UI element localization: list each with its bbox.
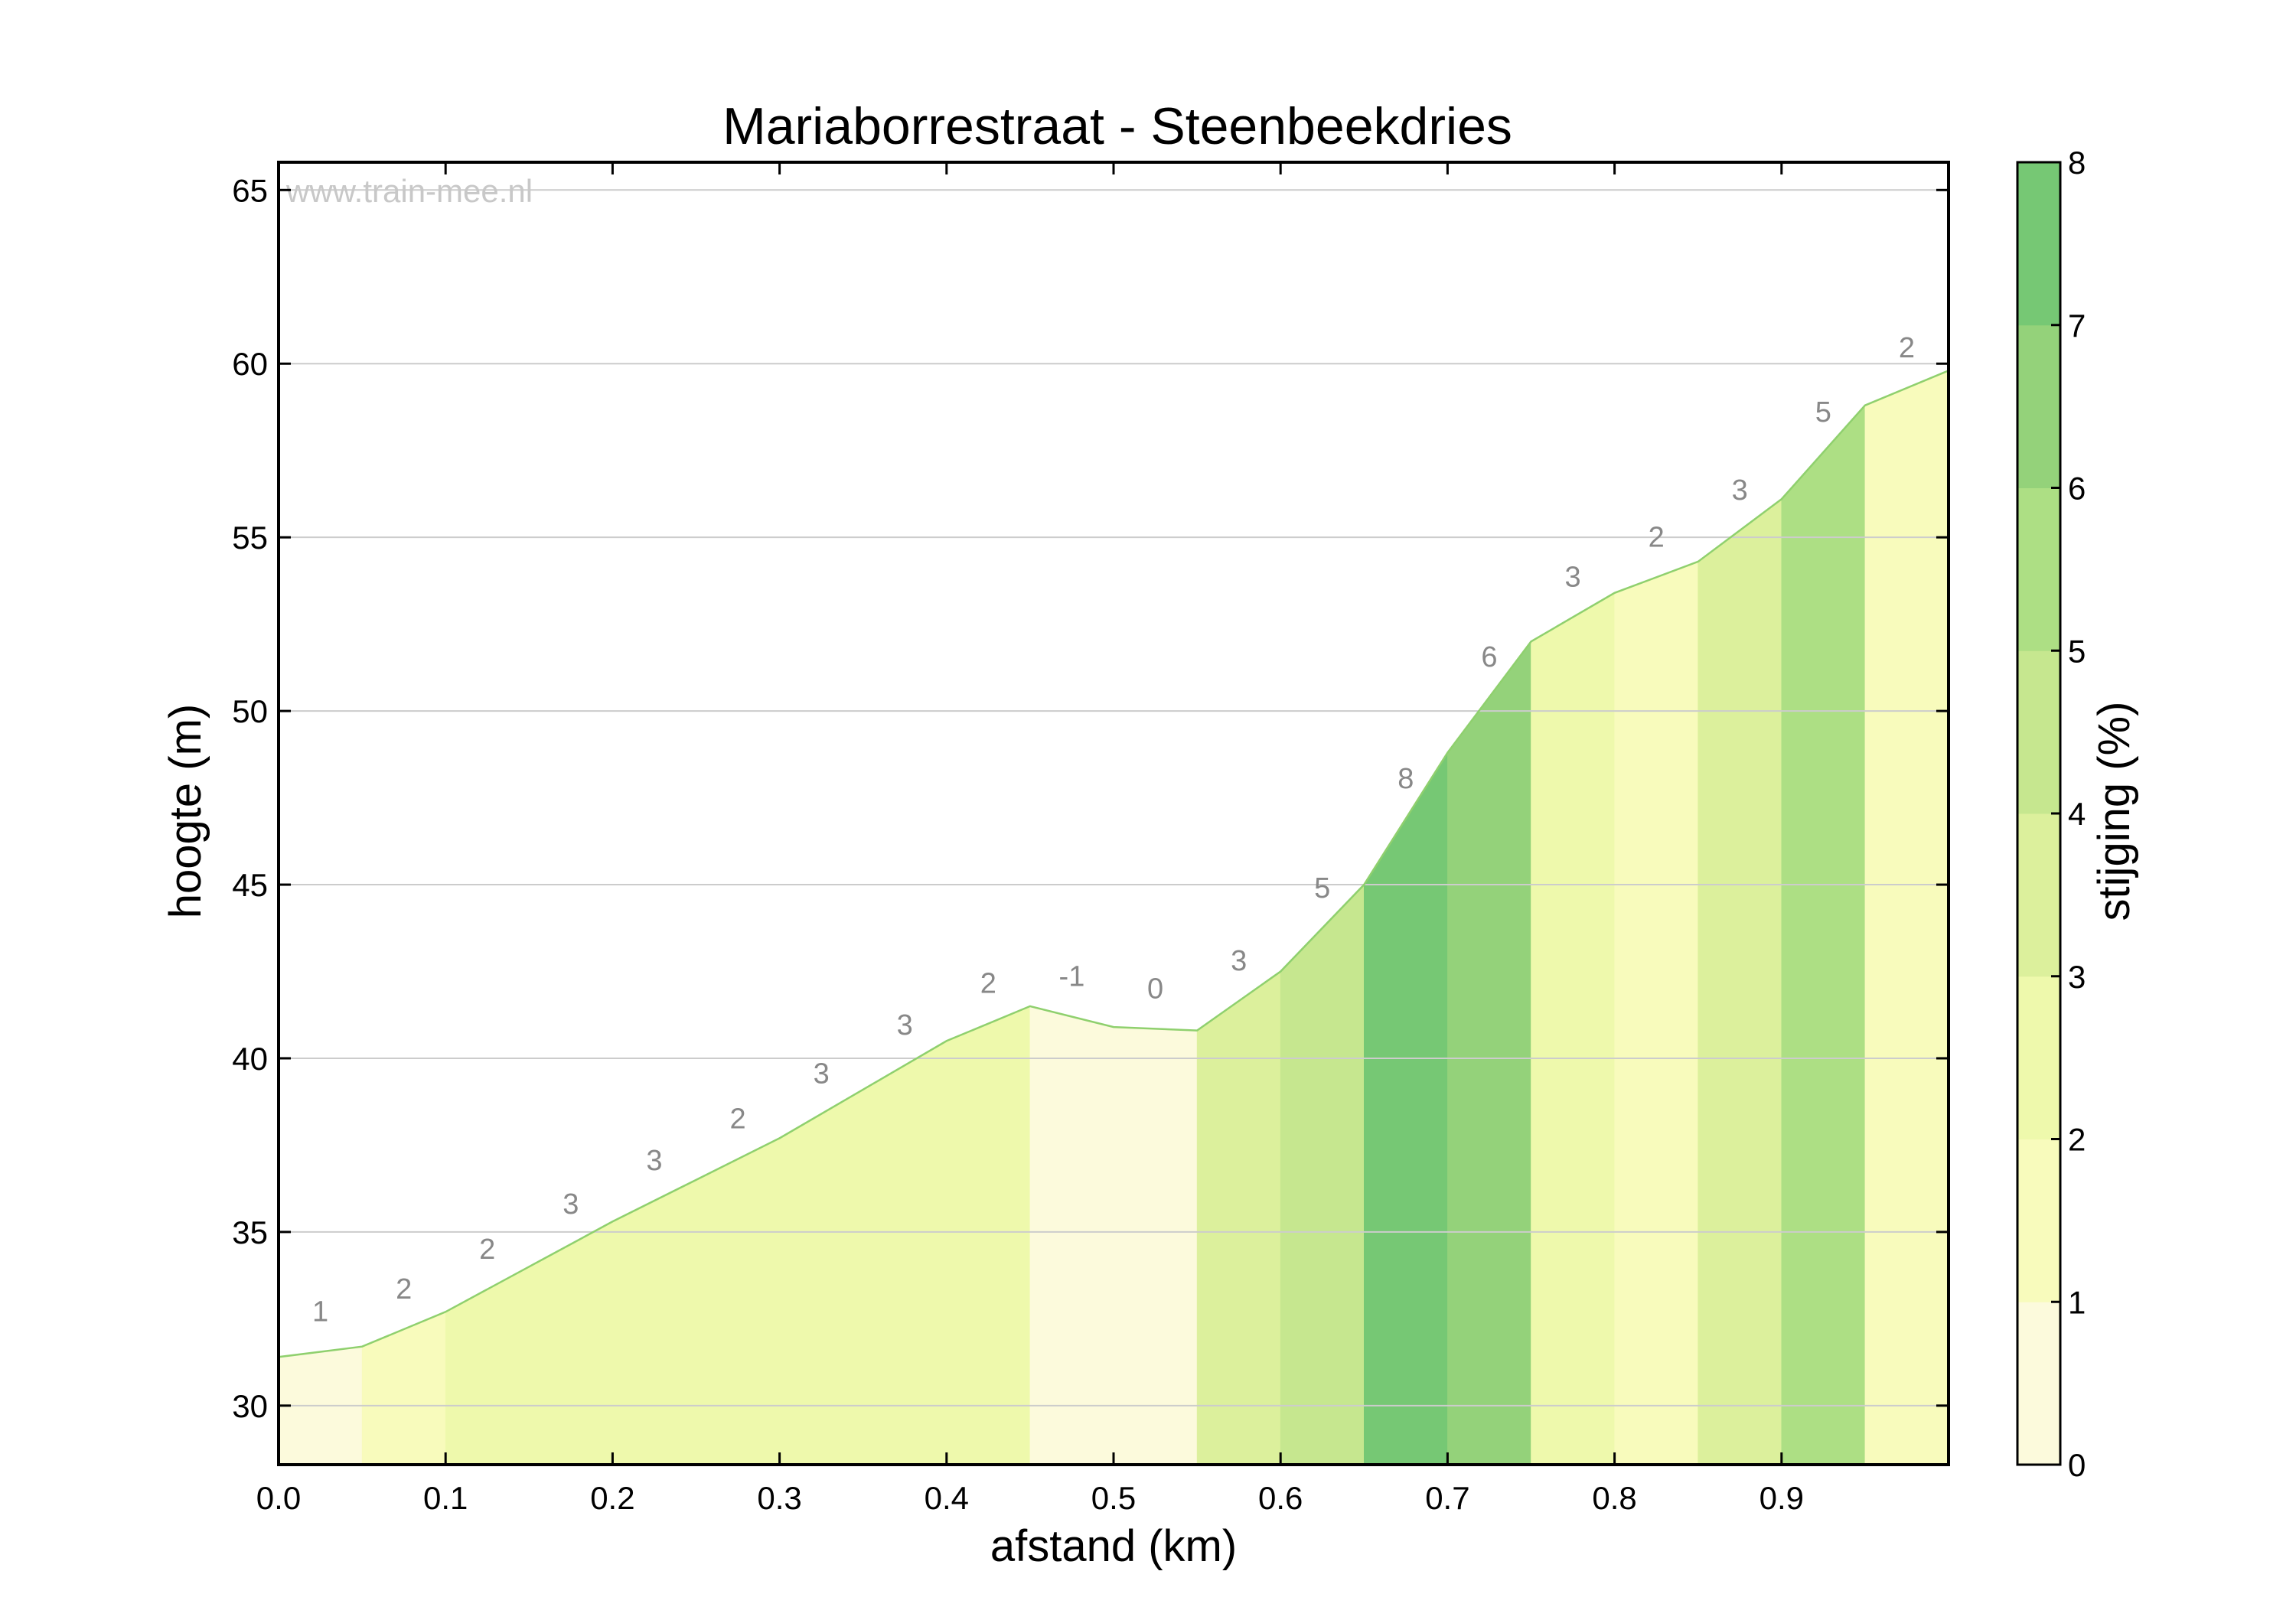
y-axis-title: hoogte (m) bbox=[161, 704, 210, 918]
segment-gradient-label: 8 bbox=[1397, 763, 1414, 795]
y-tick-label: 65 bbox=[232, 172, 268, 208]
y-tick-label: 35 bbox=[232, 1214, 268, 1250]
chart-title: Mariaborrestraat - Steenbeekdries bbox=[722, 97, 1512, 155]
y-tick-label: 55 bbox=[232, 520, 268, 556]
x-axis: 0.0 0.1 0.2 0.3 0.4 0.5 0.6 0.7 0.8 0.9 bbox=[256, 162, 1804, 1516]
segment-gradient-label: 3 bbox=[646, 1145, 662, 1177]
colorbar-band bbox=[2017, 813, 2060, 977]
x-tick-label: 0.1 bbox=[423, 1480, 468, 1516]
gradient-segments bbox=[278, 370, 1949, 1465]
gradient-segment bbox=[1531, 592, 1615, 1465]
y-tick-label: 45 bbox=[232, 867, 268, 903]
colorbar-tick-label: 5 bbox=[2068, 633, 2086, 669]
gradient-segment bbox=[1029, 1006, 1114, 1465]
colorbar-tick-label: 6 bbox=[2068, 471, 2086, 507]
colorbar-tick-label: 2 bbox=[2068, 1122, 2086, 1158]
colorbar-band bbox=[2017, 162, 2060, 326]
segment-gradient-label: 2 bbox=[729, 1103, 745, 1136]
segment-gradient-label: -1 bbox=[1059, 961, 1085, 993]
segment-gradient-label: 3 bbox=[897, 1009, 913, 1041]
y-tick-label: 40 bbox=[232, 1041, 268, 1077]
gradient-segment bbox=[946, 1006, 1031, 1465]
segment-gradient-label: 3 bbox=[1231, 945, 1247, 977]
colorbar-title: stijging (%) bbox=[2089, 702, 2139, 921]
segment-gradient-label: 2 bbox=[1649, 521, 1665, 553]
watermark: www.train-mee.nl bbox=[285, 173, 533, 209]
x-tick-label: 0.4 bbox=[925, 1480, 969, 1516]
segment-gradient-label: 1 bbox=[312, 1296, 328, 1328]
segment-gradient-label: 3 bbox=[1564, 562, 1580, 594]
x-tick-label: 0.8 bbox=[1592, 1480, 1636, 1516]
y-tick-label: 60 bbox=[232, 346, 268, 382]
segment-gradient-label: 3 bbox=[1732, 474, 1748, 507]
gradient-segment bbox=[1196, 970, 1281, 1465]
segment-gradient-label: 0 bbox=[1147, 973, 1163, 1005]
segment-gradient-label: 3 bbox=[814, 1058, 830, 1090]
segment-gradient-label: 2 bbox=[396, 1273, 412, 1305]
gradient-segment bbox=[1113, 1026, 1198, 1465]
colorbar-tick-label: 1 bbox=[2068, 1284, 2086, 1320]
gradient-segment bbox=[528, 1221, 613, 1465]
segment-gradient-label: 5 bbox=[1314, 872, 1330, 905]
x-tick-label: 0.7 bbox=[1425, 1480, 1469, 1516]
colorbar-tick-label: 0 bbox=[2068, 1447, 2086, 1483]
segment-gradient-label: 2 bbox=[1899, 332, 1915, 364]
gradient-segment bbox=[779, 1089, 863, 1465]
colorbar-band bbox=[2017, 1139, 2060, 1302]
colorbar-band bbox=[2017, 487, 2060, 651]
x-tick-label: 0.0 bbox=[256, 1480, 301, 1516]
segment-gradient-label: 6 bbox=[1481, 641, 1497, 673]
colorbar-tick-label: 7 bbox=[2068, 308, 2086, 344]
colorbar-tick-label: 8 bbox=[2068, 145, 2086, 181]
gridlines bbox=[279, 189, 1949, 1407]
gradient-segment bbox=[1280, 884, 1365, 1465]
x-tick-label: 0.5 bbox=[1091, 1480, 1136, 1516]
gradient-segment bbox=[1614, 561, 1698, 1465]
gradient-segment bbox=[1698, 498, 1782, 1465]
colorbar-band bbox=[2017, 976, 2060, 1139]
colorbar-band bbox=[2017, 1302, 2060, 1465]
gradient-segment bbox=[1364, 751, 1448, 1465]
colorbar-tick-label: 4 bbox=[2068, 796, 2086, 832]
gradient-segment bbox=[445, 1266, 530, 1465]
gradient-segment bbox=[1447, 641, 1531, 1465]
x-tick-label: 0.3 bbox=[757, 1480, 801, 1516]
segment-gradient-label: 5 bbox=[1815, 396, 1831, 429]
segment-gradient-labels: 1 2 2 3 3 2 3 3 2 -1 0 3 5 8 6 3 2 3 5 2 bbox=[312, 332, 1915, 1328]
segment-gradient-label: 2 bbox=[980, 968, 996, 1000]
x-tick-label: 0.6 bbox=[1258, 1480, 1303, 1516]
colorbar: 0 1 2 3 4 5 6 7 8 bbox=[2016, 145, 2086, 1483]
elevation-line bbox=[278, 370, 1949, 1358]
x-axis-title: afstand (km) bbox=[990, 1521, 1237, 1571]
gradient-segment bbox=[361, 1311, 446, 1465]
colorbar-tick-label: 3 bbox=[2068, 959, 2086, 995]
gradient-segment bbox=[1864, 370, 1949, 1465]
segment-gradient-label: 2 bbox=[479, 1234, 495, 1266]
gradient-segment bbox=[1781, 404, 1866, 1465]
gradient-segment bbox=[696, 1137, 780, 1465]
x-tick-label: 0.9 bbox=[1760, 1480, 1804, 1516]
colorbar-band bbox=[2017, 324, 2060, 488]
y-tick-label: 50 bbox=[232, 693, 268, 729]
gradient-segment bbox=[863, 1040, 947, 1465]
y-tick-label: 30 bbox=[232, 1388, 268, 1424]
x-tick-label: 0.2 bbox=[590, 1480, 634, 1516]
segment-gradient-label: 3 bbox=[563, 1188, 579, 1221]
gradient-segment bbox=[612, 1179, 696, 1465]
colorbar-band bbox=[2017, 650, 2060, 814]
